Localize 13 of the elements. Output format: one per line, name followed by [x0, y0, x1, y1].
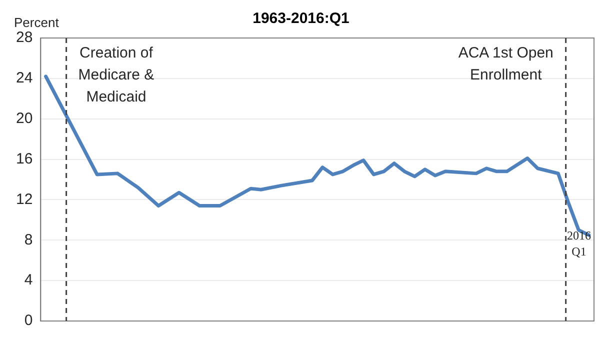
y-tick-label: 24 — [16, 70, 33, 87]
annotation: 2016 Q1 — [567, 228, 591, 259]
y-tick-label: 0 — [24, 312, 33, 330]
annotation: Creation of Medicare & Medicaid — [78, 44, 154, 106]
chart-title: 1963-2016:Q1 — [252, 10, 350, 28]
y-tick-label: 8 — [24, 231, 33, 248]
y-tick-label: 20 — [16, 110, 33, 127]
annotation: ACA 1st Open Enrollment — [458, 44, 554, 84]
y-tick-label: 4 — [24, 272, 33, 289]
y-tick-label: 16 — [16, 150, 33, 168]
y-tick-label: 12 — [16, 190, 33, 208]
y-axis-title: Percent — [14, 15, 60, 30]
y-tick-label: 28 — [16, 29, 33, 46]
